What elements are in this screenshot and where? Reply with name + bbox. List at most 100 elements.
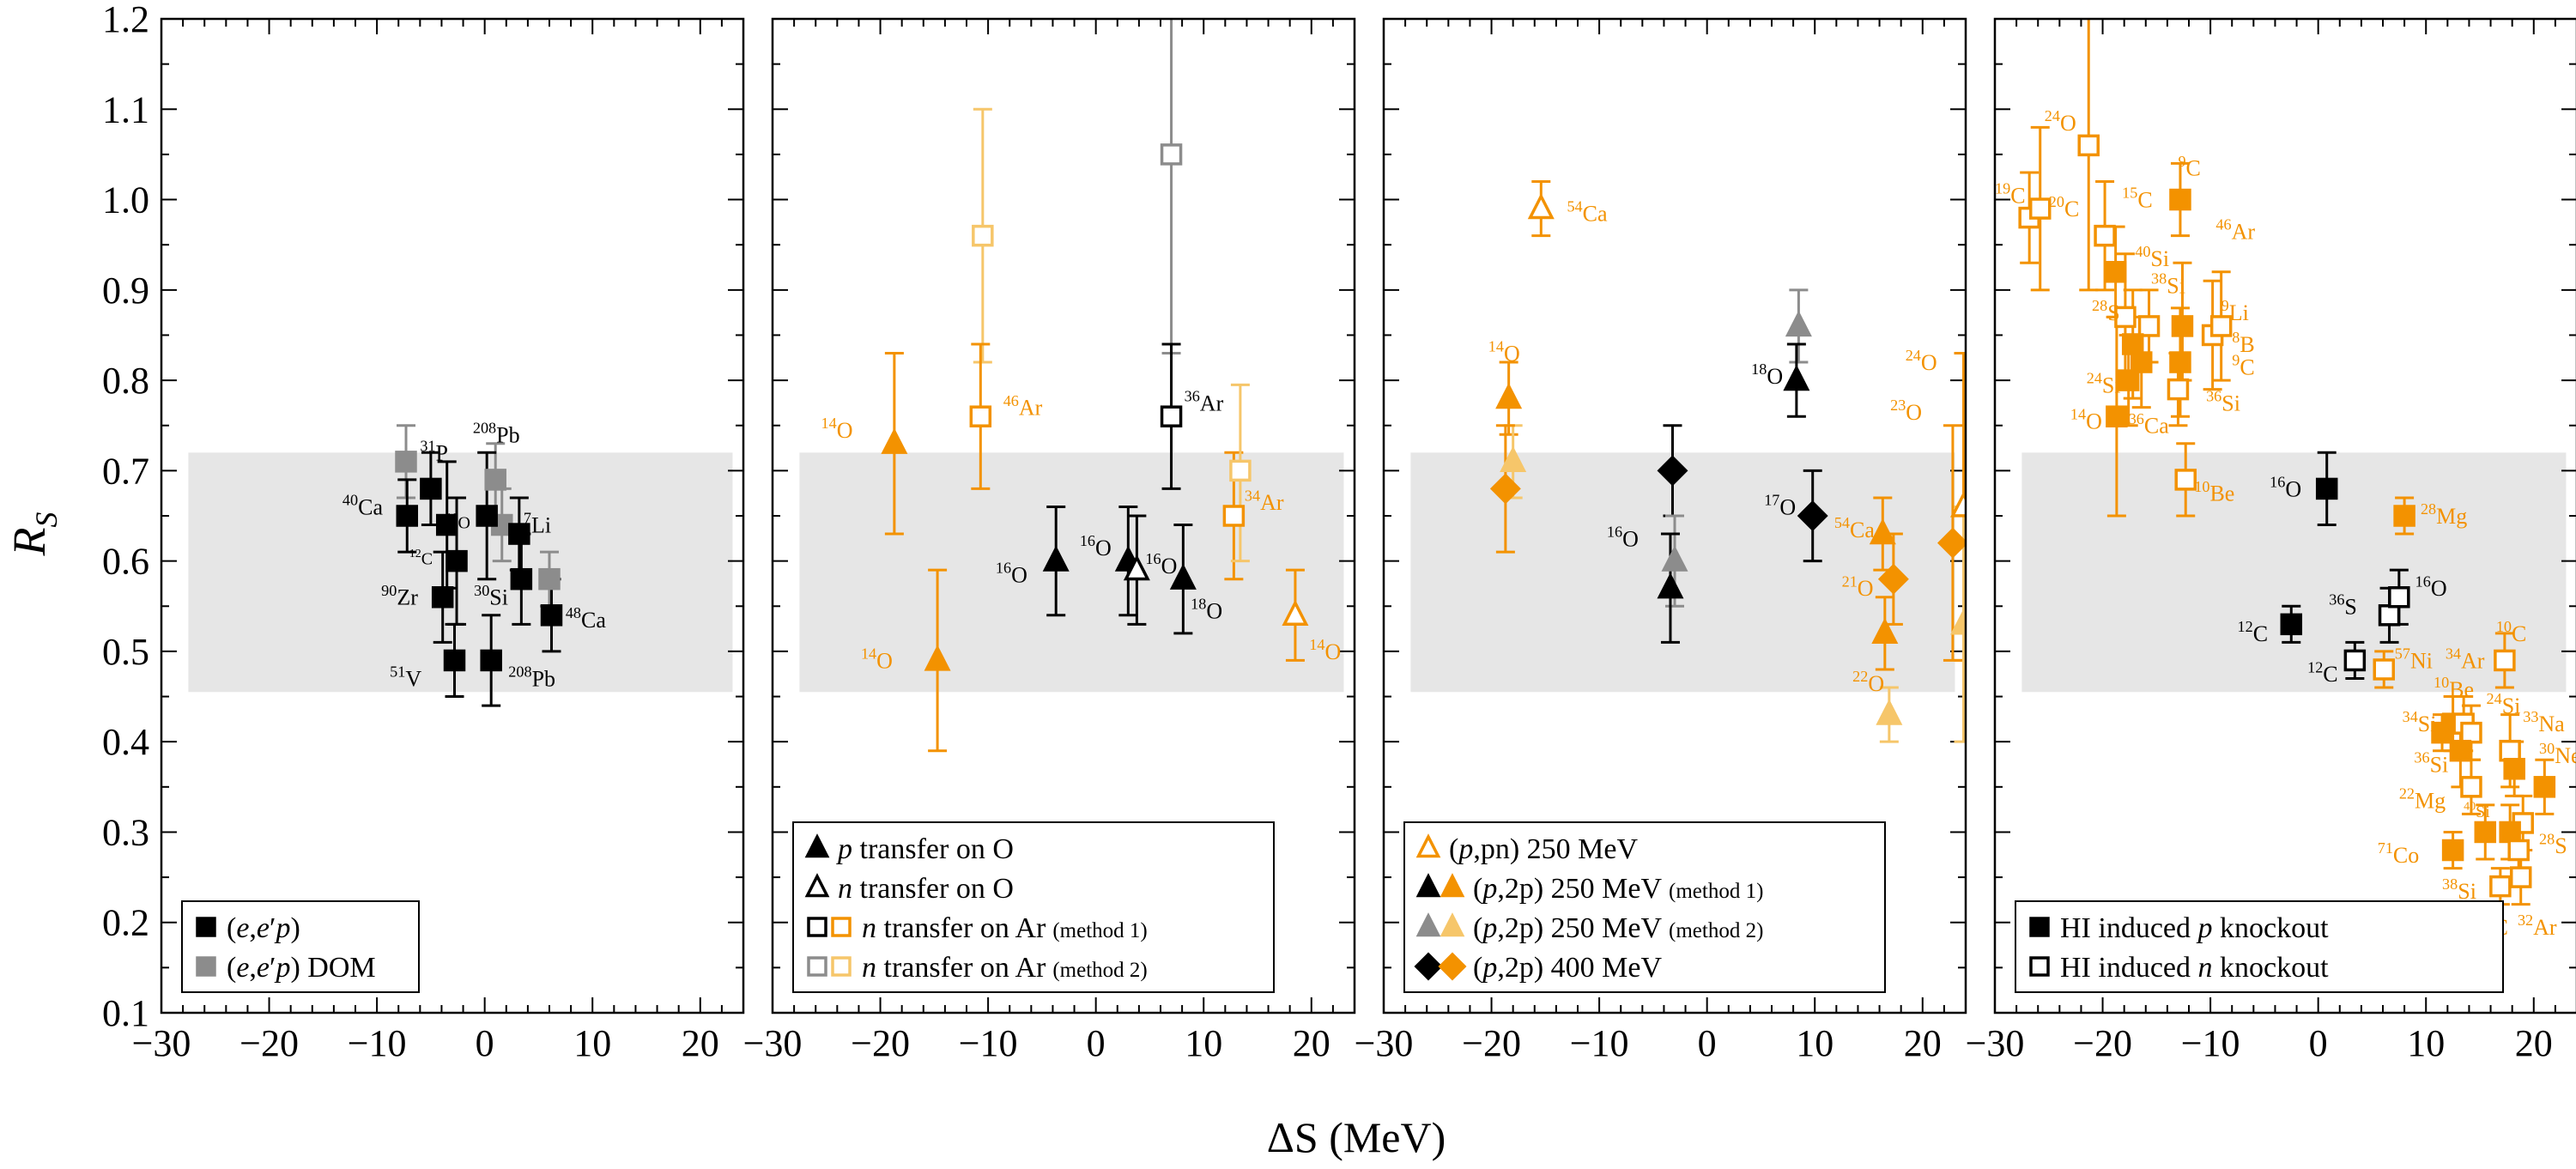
data-point <box>1661 545 1688 572</box>
legend-marker <box>2029 956 2050 977</box>
y-tick-label: 0.1 <box>102 992 149 1034</box>
isotope-element: Ar <box>2232 219 2256 244</box>
isotope-mass: 33 <box>2523 708 2538 725</box>
isotope-label: 17O <box>1764 492 1796 520</box>
isotope-mass: 16 <box>996 560 1011 577</box>
isotope-mass: 28 <box>2092 297 2107 314</box>
isotope-element: O <box>2285 476 2301 501</box>
y-tick-label: 1.1 <box>102 88 149 130</box>
data-point <box>1500 445 1527 472</box>
legend-text: p <box>274 952 290 984</box>
isotope-mass: 20 <box>2049 193 2064 210</box>
data-point <box>2533 776 2556 798</box>
isotope-label: 9Li <box>2221 297 2249 325</box>
data-point <box>2499 821 2521 844</box>
data-point <box>510 567 533 591</box>
data-point <box>1657 455 1688 487</box>
isotope-mass: 36 <box>2329 591 2344 608</box>
isotope-label: 90Zr <box>381 582 418 610</box>
isotope-mass: 30 <box>2539 740 2555 757</box>
isotope-element: Pb <box>496 422 519 447</box>
isotope-label: 71Co <box>2378 839 2420 868</box>
data-point <box>431 585 454 609</box>
y-tick-label: 1.2 <box>102 0 149 40</box>
data-point <box>1282 599 1309 626</box>
isotope-mass: 57 <box>2395 645 2410 663</box>
isotope-mass: 51 <box>390 663 405 681</box>
x-tick-label: −20 <box>239 1022 299 1064</box>
legend-text: p <box>1481 873 1497 905</box>
isotope-element: O <box>2431 576 2447 601</box>
isotope-mass: 54 <box>1567 197 1582 215</box>
data-point <box>2117 369 2140 391</box>
legend-text: transfer on Ar <box>876 912 1046 944</box>
isotope-mass: 38 <box>2442 875 2458 893</box>
legend-marker <box>807 956 827 977</box>
data-point <box>2169 351 2191 373</box>
isotope-mass: 16 <box>1145 550 1161 567</box>
data-point <box>2378 604 2401 627</box>
isotope-element: S <box>2344 594 2356 619</box>
isotope-mass: 10 <box>2194 478 2209 495</box>
isotope-mass: 40 <box>2135 243 2150 260</box>
isotope-element: C <box>2010 183 2025 208</box>
legend-sublabel: (method 2) <box>1669 919 1763 942</box>
isotope-label: 208Pb <box>508 663 555 692</box>
legend-text: HI induced <box>2060 912 2198 944</box>
legend-marker <box>807 917 827 937</box>
legend-label: HI induced n knockout <box>2060 952 2329 984</box>
data-point <box>1489 473 1521 505</box>
legend-text: p <box>1481 912 1497 944</box>
isotope-label: 10Be <box>2194 478 2234 506</box>
isotope-mass: 36 <box>2414 749 2429 766</box>
isotope-element: O <box>1095 536 1112 560</box>
data-point <box>538 567 561 591</box>
panel-a: −30 −20 −10 0 10 20 0.1 0.2 0.3 0.4 0.5 0.6 0.7 0.8 0.… <box>102 0 745 1064</box>
x-tick-label: −20 <box>2073 1022 2132 1064</box>
data-point <box>2028 197 2052 220</box>
data-point <box>1949 609 1966 635</box>
legend-label: (p,2p) 400 MeV <box>1473 952 1662 984</box>
data-point <box>420 477 442 500</box>
y-axis-label: RS <box>3 512 64 557</box>
isotope-label: 23O <box>1890 397 1922 425</box>
legend-text: ( <box>1449 833 1458 865</box>
isotope-element: Li <box>2229 300 2249 325</box>
isotope-mass: 54 <box>1834 514 1850 531</box>
isotope-element: Ar <box>2461 648 2485 673</box>
legend-text: e <box>257 912 270 944</box>
data-point <box>969 405 992 427</box>
isotope-mass: 14 <box>821 415 837 432</box>
reference-band <box>799 452 1344 693</box>
isotope-element: C <box>2323 662 2337 687</box>
isotope-element: C <box>2240 354 2254 379</box>
legend-text: transfer on Ar <box>876 952 1046 984</box>
isotope-element: S <box>2107 300 2119 325</box>
data-point <box>1657 572 1684 599</box>
isotope-label: 28Mg <box>2421 500 2467 529</box>
isotope-label: 20C <box>2049 193 2080 221</box>
isotope-element: O <box>837 418 853 443</box>
legend-text: , <box>249 952 257 984</box>
isotope-element: Si <box>2167 274 2185 299</box>
isotope-mass: 38 <box>2151 270 2167 288</box>
isotope-element: Si <box>2221 391 2240 415</box>
isotope-label: 9C <box>2178 153 2200 181</box>
legend-text: ,pn) 250 MeV <box>1473 833 1638 865</box>
data-point <box>1123 554 1150 581</box>
x-tick-label: −10 <box>2181 1022 2240 1064</box>
isotope-mass: 18 <box>1191 596 1206 613</box>
data-point <box>2460 721 2482 744</box>
data-point <box>2388 585 2410 609</box>
y-tick-label: 0.2 <box>102 902 149 944</box>
data-point <box>1949 491 1966 518</box>
isotope-mass: 40 <box>342 492 358 509</box>
isotope-element: Ca <box>1583 201 1608 226</box>
x-tick-label: −30 <box>1966 1022 2025 1064</box>
isotope-label: 16O <box>2415 572 2447 601</box>
x-tick-label: −10 <box>348 1022 407 1064</box>
isotope-label: 36Si <box>2206 387 2240 415</box>
isotope-element: C <box>2064 197 2079 221</box>
legend-text: n <box>838 873 852 905</box>
data-point <box>2393 505 2415 527</box>
